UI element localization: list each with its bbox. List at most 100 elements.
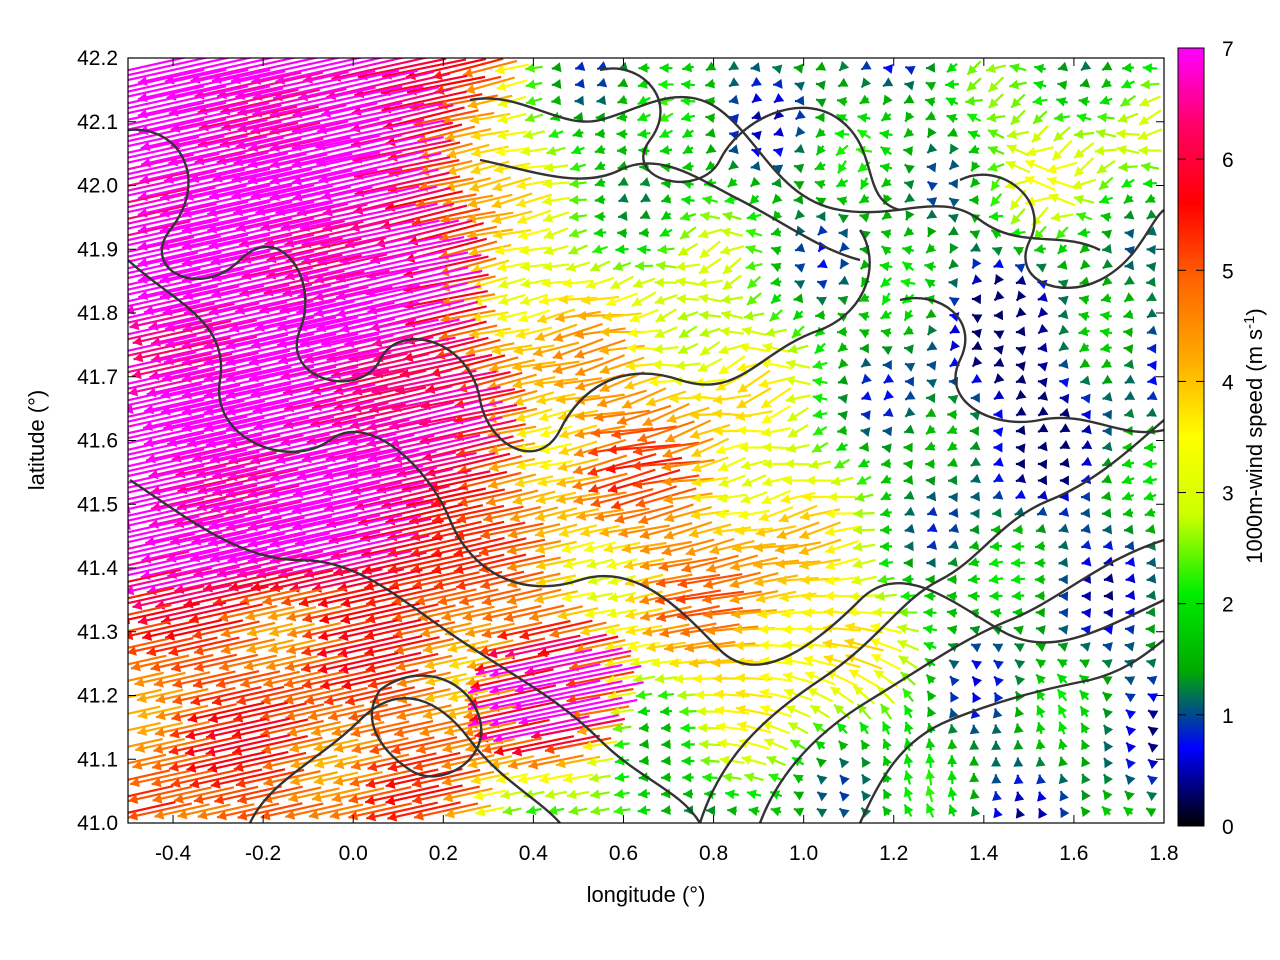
wind-vector-head [1139,97,1150,107]
wind-vector-head [194,645,204,656]
wind-vector-head [691,477,702,487]
wind-vector-head [972,692,982,704]
wind-vector-shaft [607,469,681,492]
wind-vector-shaft [128,202,217,225]
wind-vector-head [1035,590,1045,601]
wind-vector-head [385,779,396,789]
wind-vector-shaft [354,72,450,97]
wind-vector-shaft [275,58,385,83]
wind-vector-head [744,772,755,783]
wind-vector-head [599,345,609,356]
wind-vector-head [1036,705,1046,716]
wind-vector-head [669,393,679,404]
wind-vector-head [1100,293,1112,303]
wind-vector-head [1124,540,1135,551]
wind-vector-head [471,312,482,323]
wind-vector-head [1078,96,1089,107]
wind-vector-head [1123,344,1134,355]
wind-vector-shaft [487,634,581,657]
wind-vector-head [545,789,555,800]
wind-vector-head [116,76,126,86]
wind-vector-head [971,328,982,339]
wind-vector-head [755,593,766,604]
wind-vector-head [712,526,723,537]
wind-vector-shaft [132,319,232,345]
wind-vector-shaft [128,398,205,418]
wind-vector-shaft [297,69,419,100]
wind-vector-head [1146,658,1157,669]
wind-vector-head [947,424,958,434]
wind-vector-shaft [480,571,544,588]
wind-vector-head [507,528,518,539]
wind-vector-shaft [428,470,508,491]
wind-vector-shaft [269,530,403,563]
wind-vector-head [1015,361,1026,372]
wind-vector-shaft [189,152,307,182]
wind-vector-shaft [291,118,425,150]
wind-vector-shaft [677,572,743,587]
wind-vector-head [1081,60,1092,71]
wind-vector-shaft [285,803,343,818]
wind-vector-head [214,794,225,805]
wind-vector-head [1102,243,1112,254]
wind-vector-head [1081,440,1093,449]
wind-vector-head [947,770,958,781]
wind-vector-head [136,693,147,704]
wind-vector-shaft [189,603,263,622]
wind-vector-shaft [337,635,423,656]
wind-vector-shaft [255,186,373,214]
wind-vector-head [1147,693,1158,703]
wind-vector-head [839,791,850,802]
wind-vector-shaft [193,549,303,577]
wind-vector-head [576,310,586,321]
wind-vector-shaft [137,85,271,117]
wind-vector-shaft [141,531,267,562]
wind-vector-shaft [143,416,265,446]
wind-vector-head [881,443,892,454]
wind-vector-head [897,639,908,650]
wind-vector-head [570,161,581,172]
wind-vector-head [948,475,958,486]
wind-vector-head [1058,624,1069,635]
wind-vector-shaft [128,497,226,522]
wind-vector-head [926,360,937,371]
wind-vector-head [1047,176,1058,187]
wind-vector-head [556,494,566,505]
wind-vector-shaft [128,101,249,131]
wind-vector-head [572,480,583,491]
wind-vector-head [340,597,351,608]
wind-vector-head [285,810,296,820]
wind-vector-head [1080,491,1091,502]
wind-vector-head [682,161,693,172]
wind-vector-shaft [181,349,315,381]
wind-vector-head [715,722,726,732]
wind-vector-shaft [282,269,390,296]
wind-vector-head [116,274,126,284]
wind-vector-head [1123,524,1134,535]
wind-vector-head [799,560,809,570]
wind-vector-shaft [610,485,678,509]
wind-vector-shaft [639,588,693,604]
wind-vector-shaft [440,309,496,322]
wind-vector-shaft [128,302,215,324]
wind-vector-shaft [328,517,432,543]
wind-vector-head [927,707,937,718]
wind-vector-shaft [194,500,302,527]
wind-vector-head [721,310,732,320]
wind-vector-shaft [489,696,623,727]
wind-vector-shaft [286,638,342,653]
wind-vector-head [88,221,98,231]
wind-vector-shaft [128,515,200,534]
wind-vector-head [662,476,672,487]
wind-vector-shaft [287,720,341,736]
wind-vector-head [838,228,848,239]
wind-vector-head [516,198,527,208]
wind-vector-head [803,655,814,665]
wind-vector-shaft [207,184,333,216]
wind-vector-shaft [232,734,308,755]
terrain-contour-line [370,674,483,778]
wind-vector-head [836,441,847,451]
wind-vector-shaft [128,448,227,473]
wind-vector-head [718,345,729,355]
wind-vector-shaft [269,497,403,530]
